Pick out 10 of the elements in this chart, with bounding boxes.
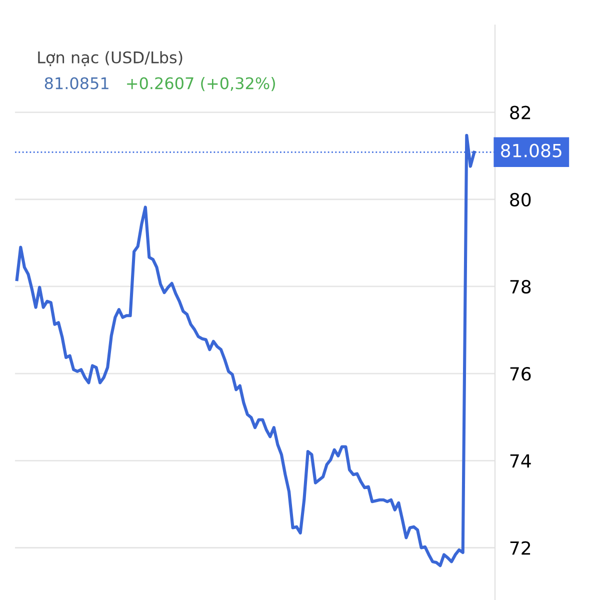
y-tick-label: 78 — [510, 280, 531, 294]
ref-line-label: 81.085 — [501, 144, 562, 158]
y-tick-label: 74 — [510, 454, 531, 468]
text: Lợn nạc (USD/Lbs) — [38, 51, 182, 66]
annotation: +0.2607 (+0,32%) — [127, 76, 275, 92]
y-tick-label: 72 — [510, 541, 530, 555]
y-tick-label: 82 — [510, 106, 530, 120]
y-tick-label: 76 — [510, 367, 531, 381]
y-tick-label: 80 — [510, 192, 531, 206]
text: 81.0851 — [44, 77, 108, 90]
